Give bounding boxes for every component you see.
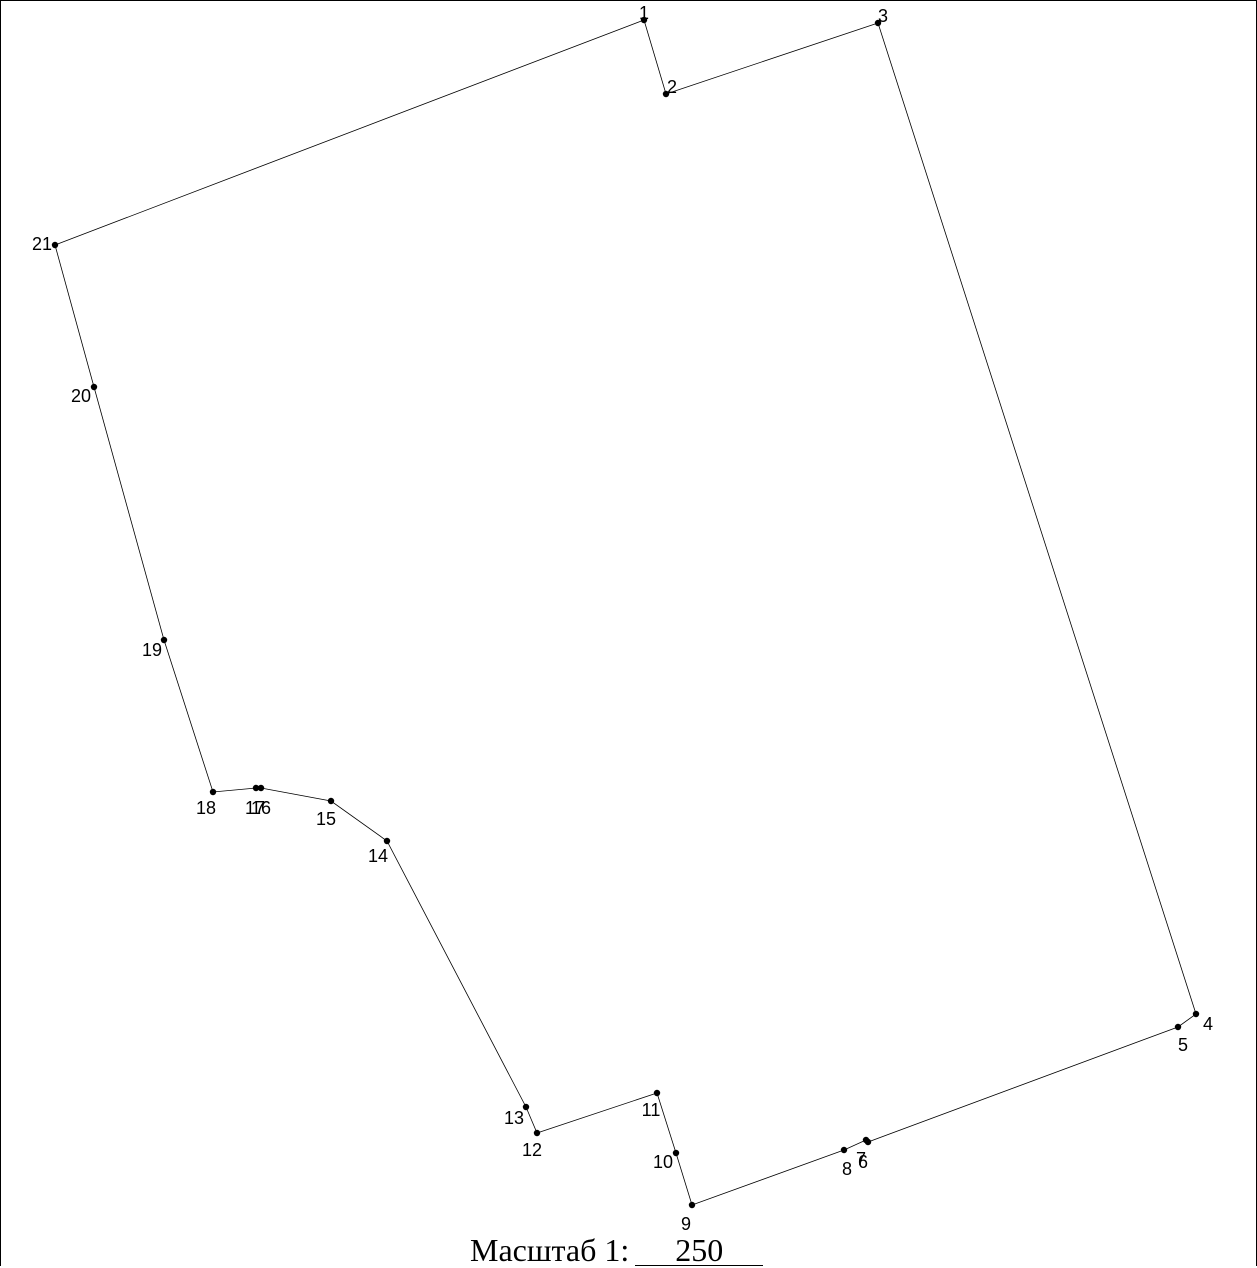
boundary-point-14 — [383, 837, 391, 845]
point-label-15: 15 — [316, 809, 336, 829]
boundary-point-17 — [252, 784, 260, 792]
point-label-16: 16 — [251, 798, 271, 818]
scale-caption: Масштаб 1: 250 — [470, 1232, 764, 1268]
scale-value: 250 — [635, 1234, 764, 1266]
boundary-point-4 — [1192, 1010, 1200, 1018]
point-label-18: 18 — [196, 798, 216, 818]
boundary-point-16 — [257, 784, 265, 792]
boundary-point-12 — [533, 1129, 541, 1137]
boundary-point-13 — [522, 1103, 530, 1111]
point-label-2: 2 — [667, 77, 677, 97]
scale-label: Масштаб 1: — [470, 1232, 630, 1268]
boundary-point-18 — [209, 788, 217, 796]
boundary-point-21 — [51, 241, 59, 249]
boundary-point-3 — [874, 19, 882, 27]
boundary-point-7 — [862, 1136, 870, 1144]
point-label-5: 5 — [1178, 1035, 1188, 1055]
point-label-13: 13 — [504, 1108, 524, 1128]
point-label-14: 14 — [368, 846, 388, 866]
boundary-point-5 — [1174, 1023, 1182, 1031]
point-label-4: 4 — [1203, 1014, 1213, 1034]
point-label-17: 17 — [245, 798, 265, 818]
point-label-1: 1 — [639, 3, 649, 23]
boundary-polyline — [54, 19, 1197, 1206]
boundary-point-19 — [160, 636, 168, 644]
point-label-8: 8 — [842, 1159, 852, 1179]
point-label-11: 11 — [642, 1100, 661, 1120]
point-label-3: 3 — [878, 6, 888, 26]
point-label-7: 7 — [856, 1149, 866, 1169]
point-label-10: 10 — [653, 1152, 673, 1172]
boundary-point-15 — [327, 797, 335, 805]
point-label-20: 20 — [71, 386, 91, 406]
boundary-point-1 — [640, 16, 648, 24]
point-label-12: 12 — [522, 1140, 542, 1160]
boundary-point-2 — [662, 90, 670, 98]
boundary-point-11 — [653, 1089, 661, 1097]
boundary-point-20 — [90, 383, 98, 391]
boundary-points — [51, 16, 1200, 1209]
point-label-21: 21 — [32, 234, 52, 254]
point-label-19: 19 — [142, 640, 162, 660]
boundary-point-9 — [688, 1201, 696, 1209]
point-label-6: 6 — [858, 1152, 868, 1172]
boundary-point-8 — [840, 1146, 848, 1154]
boundary-point-10 — [672, 1149, 680, 1157]
point-label-9: 9 — [681, 1214, 691, 1234]
